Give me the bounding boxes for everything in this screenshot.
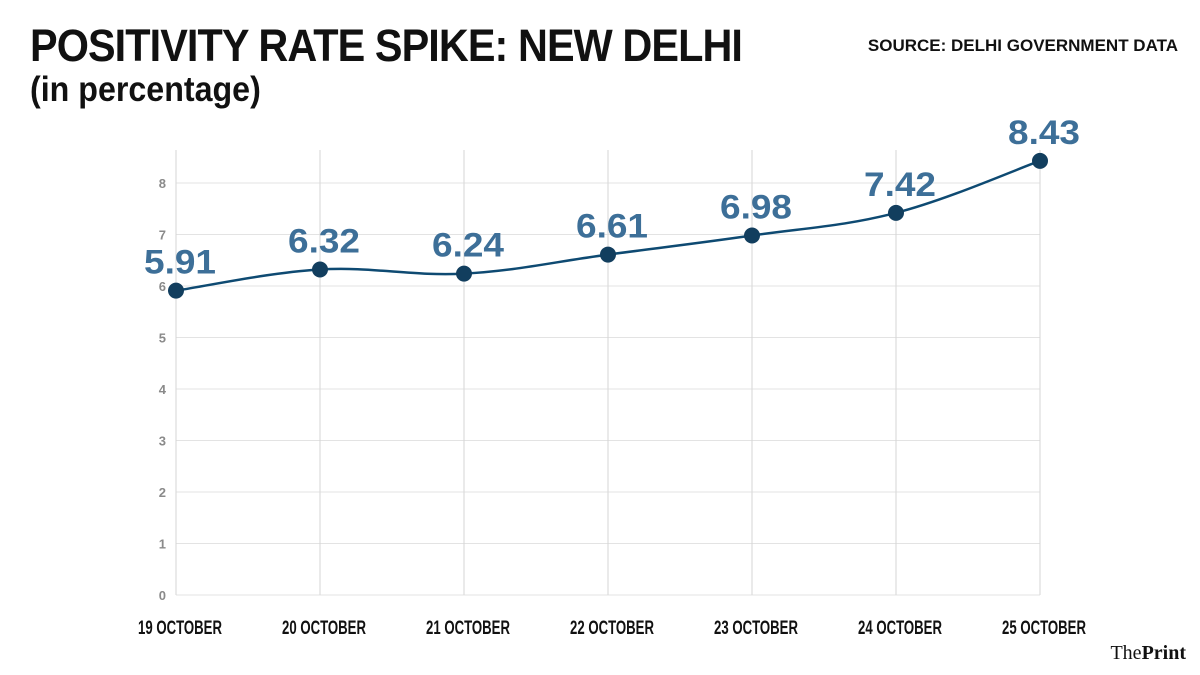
data-label: 7.42 [864, 166, 936, 204]
data-label: 6.61 [576, 208, 648, 246]
data-point [744, 227, 760, 244]
x-tick-label: 19 OCTOBER [138, 618, 222, 639]
x-tick-label: 24 OCTOBER [858, 618, 942, 639]
data-points [168, 152, 1048, 299]
x-tick-label: 23 OCTOBER [714, 618, 798, 639]
y-tick-label: 5 [159, 331, 166, 346]
data-label: 8.43 [1008, 114, 1080, 152]
y-tick-label: 0 [159, 588, 166, 603]
y-axis-ticks: 0 1 2 3 4 5 6 7 8 [159, 176, 167, 603]
y-tick-label: 3 [159, 434, 166, 449]
data-label: 6.32 [288, 223, 360, 261]
y-tick-label: 4 [159, 382, 167, 397]
chart-subtitle: (in percentage) [30, 70, 261, 109]
data-point [600, 246, 616, 263]
y-tick-label: 2 [159, 485, 166, 500]
data-point [456, 265, 472, 282]
brand-part1: The [1110, 642, 1142, 664]
data-labels: 5.91 6.32 6.24 6.61 6.98 7.42 8.43 [144, 114, 1080, 282]
data-point [1032, 152, 1048, 169]
x-tick-label: 20 OCTOBER [282, 618, 366, 639]
vertical-gridlines [175, 150, 1041, 595]
y-tick-label: 1 [159, 537, 166, 552]
data-label: 6.98 [720, 189, 792, 227]
x-axis-labels: 19 OCTOBER 20 OCTOBER 21 OCTOBER 22 OCTOBER… [138, 618, 1086, 639]
x-tick-label: 21 OCTOBER [426, 618, 510, 639]
data-point [888, 204, 904, 221]
y-tick-label: 6 [159, 279, 166, 294]
x-tick-label: 22 OCTOBER [570, 618, 654, 639]
source-note: SOURCE: DELHI GOVERNMENT DATA [867, 36, 1178, 55]
y-tick-label: 7 [159, 228, 166, 243]
data-point [312, 261, 328, 278]
y-tick-label: 8 [159, 176, 166, 191]
brand-logo: ThePrint [1110, 642, 1186, 665]
brand-part2: Print [1141, 642, 1186, 664]
data-label: 6.24 [432, 227, 504, 265]
data-label: 5.91 [144, 244, 216, 282]
chart-title: POSITIVITY RATE SPIKE: NEW DELHI [30, 20, 743, 71]
data-point [168, 282, 184, 299]
x-tick-label: 25 OCTOBER [1002, 618, 1086, 639]
